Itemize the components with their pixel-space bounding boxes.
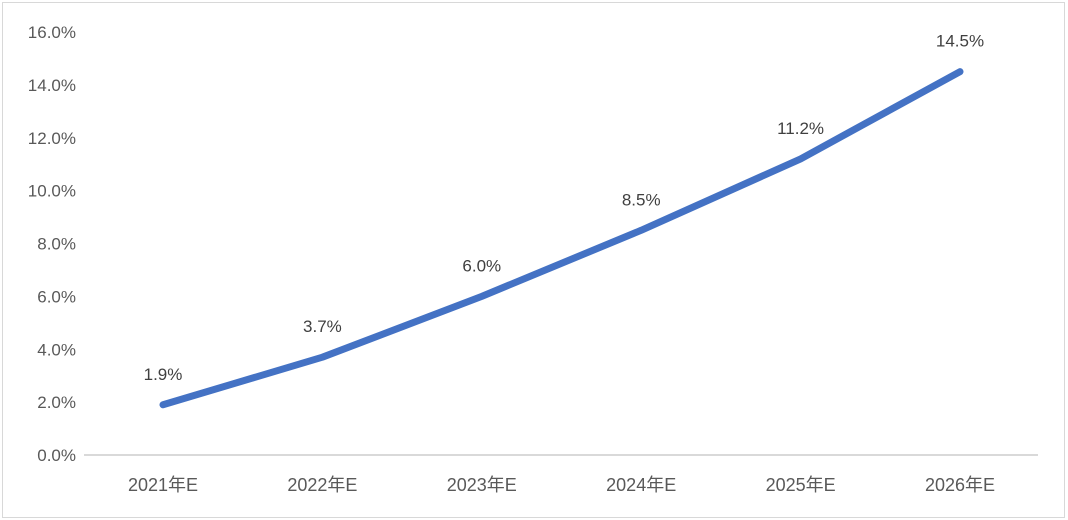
data-labels: 1.9% 3.7% 6.0% 8.5% 11.2% 14.5% <box>144 32 984 384</box>
x-axis-category-labels: 2021年E 2022年E 2023年E 2024年E 2025年E 2026年E <box>128 475 995 495</box>
x-category-label: 2022年E <box>287 475 357 495</box>
y-tick-label: 14.0% <box>28 76 76 95</box>
y-tick-label: 12.0% <box>28 129 76 148</box>
x-category-label: 2025年E <box>766 475 836 495</box>
data-label: 14.5% <box>936 32 984 51</box>
data-label: 1.9% <box>144 365 183 384</box>
y-axis-tick-labels: 0.0% 2.0% 4.0% 6.0% 8.0% 10.0% 12.0% 14.0% 16.0% <box>28 23 76 465</box>
y-tick-label: 4.0% <box>37 340 76 359</box>
data-label: 8.5% <box>622 190 661 209</box>
data-label: 11.2% <box>777 119 824 138</box>
y-tick-label: 6.0% <box>37 287 76 306</box>
y-tick-label: 10.0% <box>28 182 76 201</box>
y-tick-label: 2.0% <box>37 393 76 412</box>
x-category-label: 2024年E <box>606 475 676 495</box>
y-tick-label: 8.0% <box>37 235 76 254</box>
series-line <box>159 68 964 409</box>
x-category-label: 2023年E <box>447 475 517 495</box>
y-tick-label: 16.0% <box>28 23 76 42</box>
data-label: 3.7% <box>303 317 342 336</box>
data-label: 6.0% <box>462 256 501 275</box>
y-tick-label: 0.0% <box>37 446 76 465</box>
x-category-label: 2026年E <box>925 475 995 495</box>
x-category-label: 2021年E <box>128 475 198 495</box>
